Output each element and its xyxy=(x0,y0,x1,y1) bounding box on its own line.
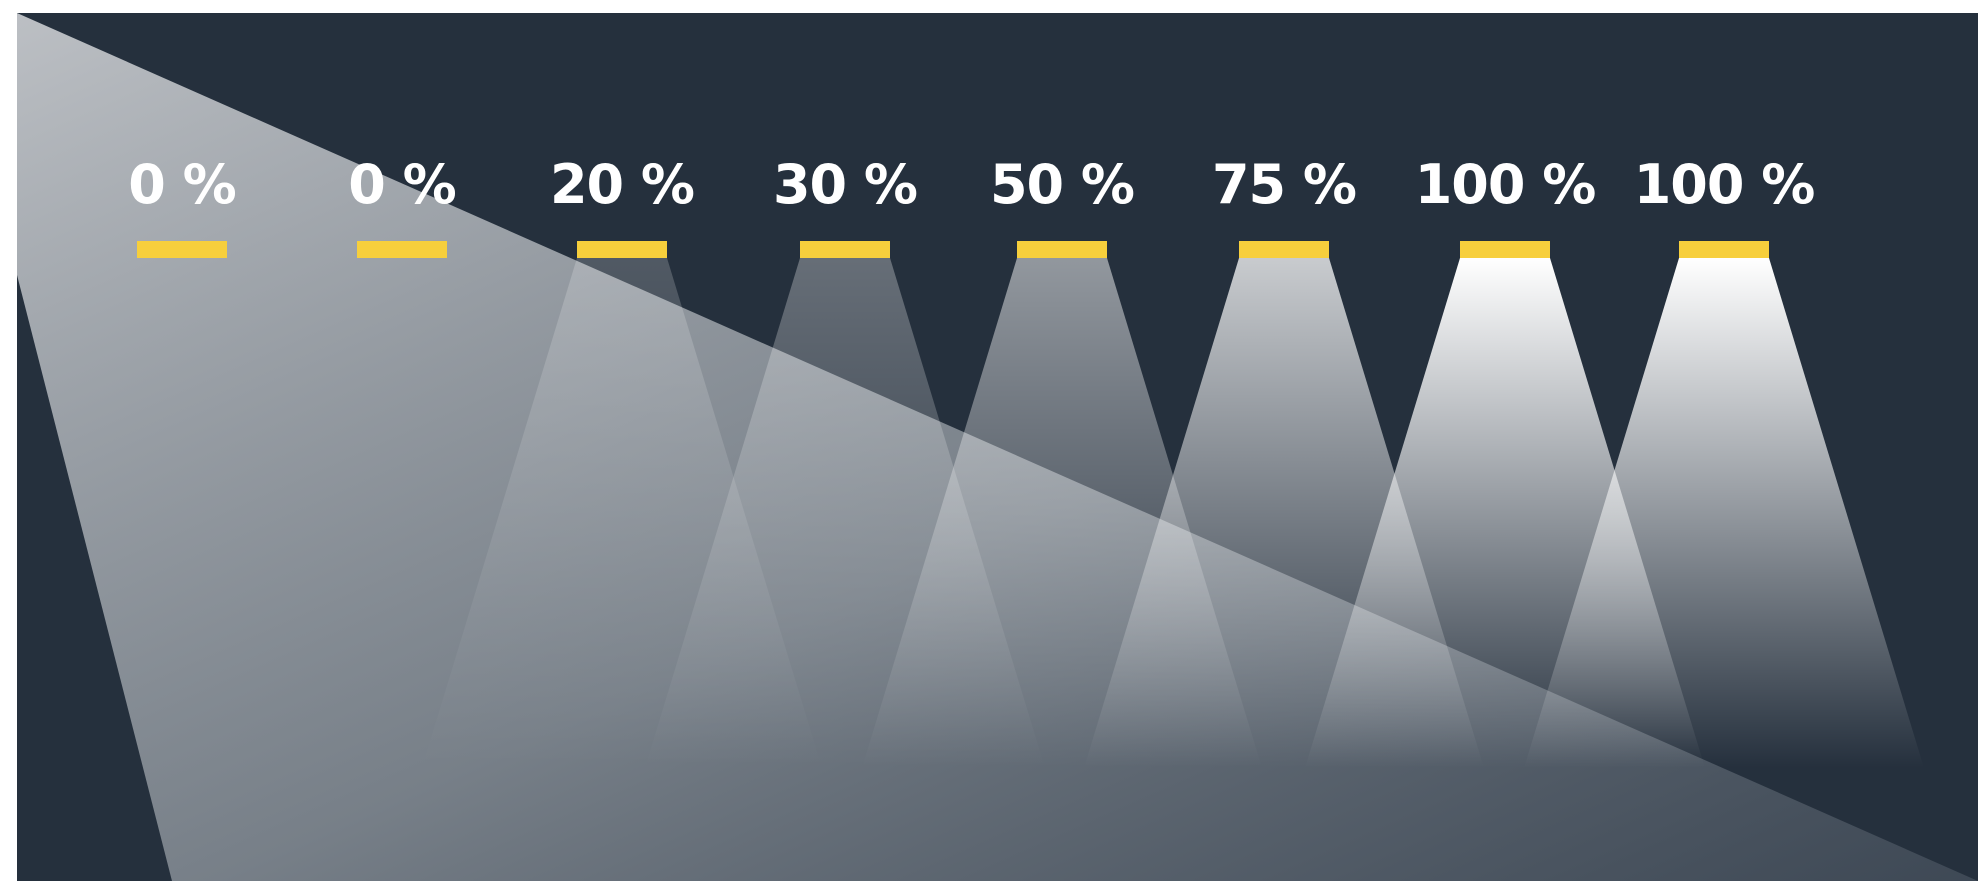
level-label-3: 20 % xyxy=(549,153,695,216)
fixture-bar-2 xyxy=(357,241,447,258)
fixture-bar-3 xyxy=(577,241,667,258)
fixture-bar-4 xyxy=(800,241,890,258)
level-label-8: 100 % xyxy=(1633,153,1816,216)
fixture-bar-1 xyxy=(137,241,227,258)
light-level-diagram: 0 % 0 % 20 % 30 % 50 % 75 % 100 % 100 % xyxy=(17,13,1978,881)
light-fixtures xyxy=(137,241,1769,258)
level-label-1: 0 % xyxy=(128,153,236,216)
level-label-4: 30 % xyxy=(772,153,918,216)
fixture-bar-5 xyxy=(1017,241,1107,258)
level-label-6: 75 % xyxy=(1211,153,1357,216)
diagram-canvas xyxy=(17,13,1978,881)
level-label-2: 0 % xyxy=(348,153,456,216)
level-label-7: 100 % xyxy=(1414,153,1597,216)
level-label-5: 50 % xyxy=(989,153,1135,216)
fixture-bar-7 xyxy=(1460,241,1550,258)
light-cone-8 xyxy=(1524,258,1924,768)
fixture-bar-8 xyxy=(1679,241,1769,258)
fixture-bar-6 xyxy=(1239,241,1329,258)
light-cones xyxy=(422,258,1924,768)
